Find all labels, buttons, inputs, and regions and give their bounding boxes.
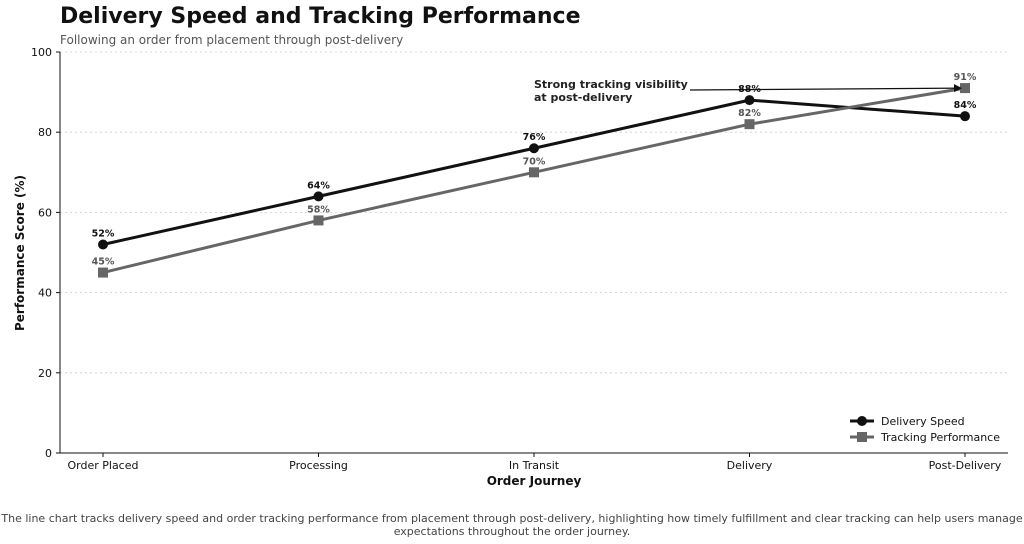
data-point [960,83,970,94]
y-axis-label: Performance Score (%) [13,175,27,331]
data-label: 70% [523,156,546,167]
chart-subtitle: Following an order from placement throug… [60,33,404,47]
series-layer [98,83,970,278]
axes: 0 20 40 60 80 100 Order Placed Processing In Tra… [31,46,1008,472]
y-tick-label: 40 [38,287,52,300]
chart-title: Delivery Speed and Tracking Performance [60,4,581,29]
legend-label: Tracking Performance [880,431,1000,444]
x-tick-label: In Transit [509,459,560,472]
data-label: 76% [523,132,546,143]
y-tick-label: 0 [45,447,52,460]
annotation-arrow [689,84,962,93]
data-label: 84% [954,100,977,111]
data-point [313,191,324,202]
data-label: 64% [307,180,330,191]
data-point [529,143,539,154]
line-chart: 0 20 40 60 80 100 Order Placed Processing In Tra… [13,46,1008,488]
annotation-text: at post-delivery [534,91,632,104]
y-tick-label: 100 [31,46,52,59]
data-point [98,239,108,250]
legend-marker [857,416,867,426]
y-tick-label: 60 [38,206,52,219]
data-label: 45% [92,257,115,268]
data-point [744,95,755,106]
data-label: 82% [738,108,761,119]
data-point [98,267,108,278]
y-tick-label: 80 [38,126,52,139]
legend: Delivery Speed Tracking Performance [850,415,1000,444]
data-label: 52% [92,228,115,239]
x-tick-label: Delivery [727,459,773,472]
y-tick-label: 20 [38,367,52,380]
x-axis-label: Order Journey [487,474,582,488]
x-tick-label: Post-Delivery [929,459,1002,472]
data-point [960,111,970,122]
legend-label: Delivery Speed [881,415,965,428]
chart-caption: The line chart tracks delivery speed and… [1,512,1023,538]
grid-lines [60,51,1008,374]
data-point [313,215,324,226]
series-line-tracking-performance [101,86,967,275]
data-label: 91% [954,72,977,83]
x-tick-label: Processing [289,459,348,472]
data-point [529,167,539,178]
data-label: 58% [307,204,330,215]
x-tick-label: Order Placed [68,459,139,472]
data-point [744,119,755,130]
annotation-text: Strong tracking visibility [534,78,688,91]
legend-marker [857,432,867,442]
